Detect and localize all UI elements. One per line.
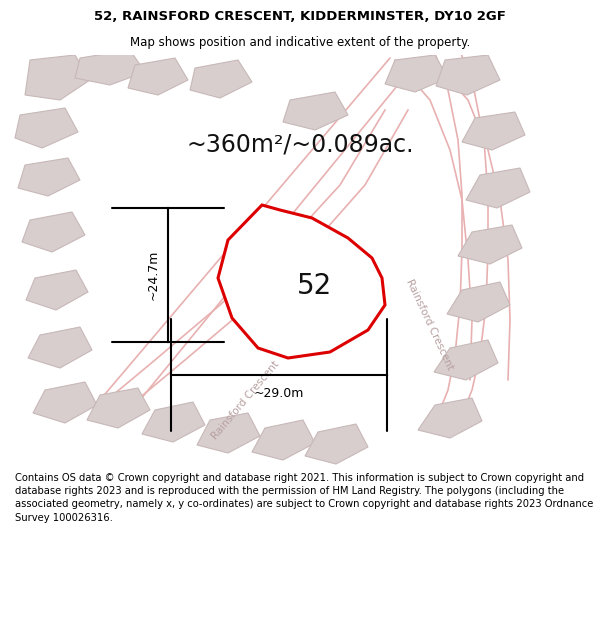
Polygon shape [434,340,498,380]
Polygon shape [128,58,188,95]
Text: 52: 52 [297,272,332,300]
Polygon shape [218,205,385,358]
Text: ~29.0m: ~29.0m [254,387,304,400]
Text: Contains OS data © Crown copyright and database right 2021. This information is : Contains OS data © Crown copyright and d… [15,473,593,522]
Polygon shape [28,327,92,368]
Polygon shape [87,388,150,428]
Polygon shape [15,108,78,148]
Text: 52, RAINSFORD CRESCENT, KIDDERMINSTER, DY10 2GF: 52, RAINSFORD CRESCENT, KIDDERMINSTER, D… [94,10,506,23]
Polygon shape [33,382,97,423]
Polygon shape [190,60,252,98]
Text: Rainsford Crescent: Rainsford Crescent [209,359,281,441]
Text: Map shows position and indicative extent of the property.: Map shows position and indicative extent… [130,36,470,49]
Polygon shape [418,398,482,438]
Polygon shape [75,50,145,85]
Polygon shape [258,248,318,300]
Text: ~24.7m: ~24.7m [147,250,160,300]
Polygon shape [22,212,85,252]
Polygon shape [462,112,525,150]
Text: ~360m²/~0.089ac.: ~360m²/~0.089ac. [186,133,414,157]
Polygon shape [436,55,500,95]
Polygon shape [283,92,348,130]
Polygon shape [252,420,315,460]
Polygon shape [25,55,90,100]
Polygon shape [26,270,88,310]
Polygon shape [447,282,510,322]
Polygon shape [18,158,80,196]
Polygon shape [458,225,522,264]
Polygon shape [385,55,448,92]
Text: Rainsford Crescent: Rainsford Crescent [404,278,455,372]
Polygon shape [197,413,260,453]
Polygon shape [305,424,368,464]
Polygon shape [142,402,205,442]
Polygon shape [466,168,530,208]
